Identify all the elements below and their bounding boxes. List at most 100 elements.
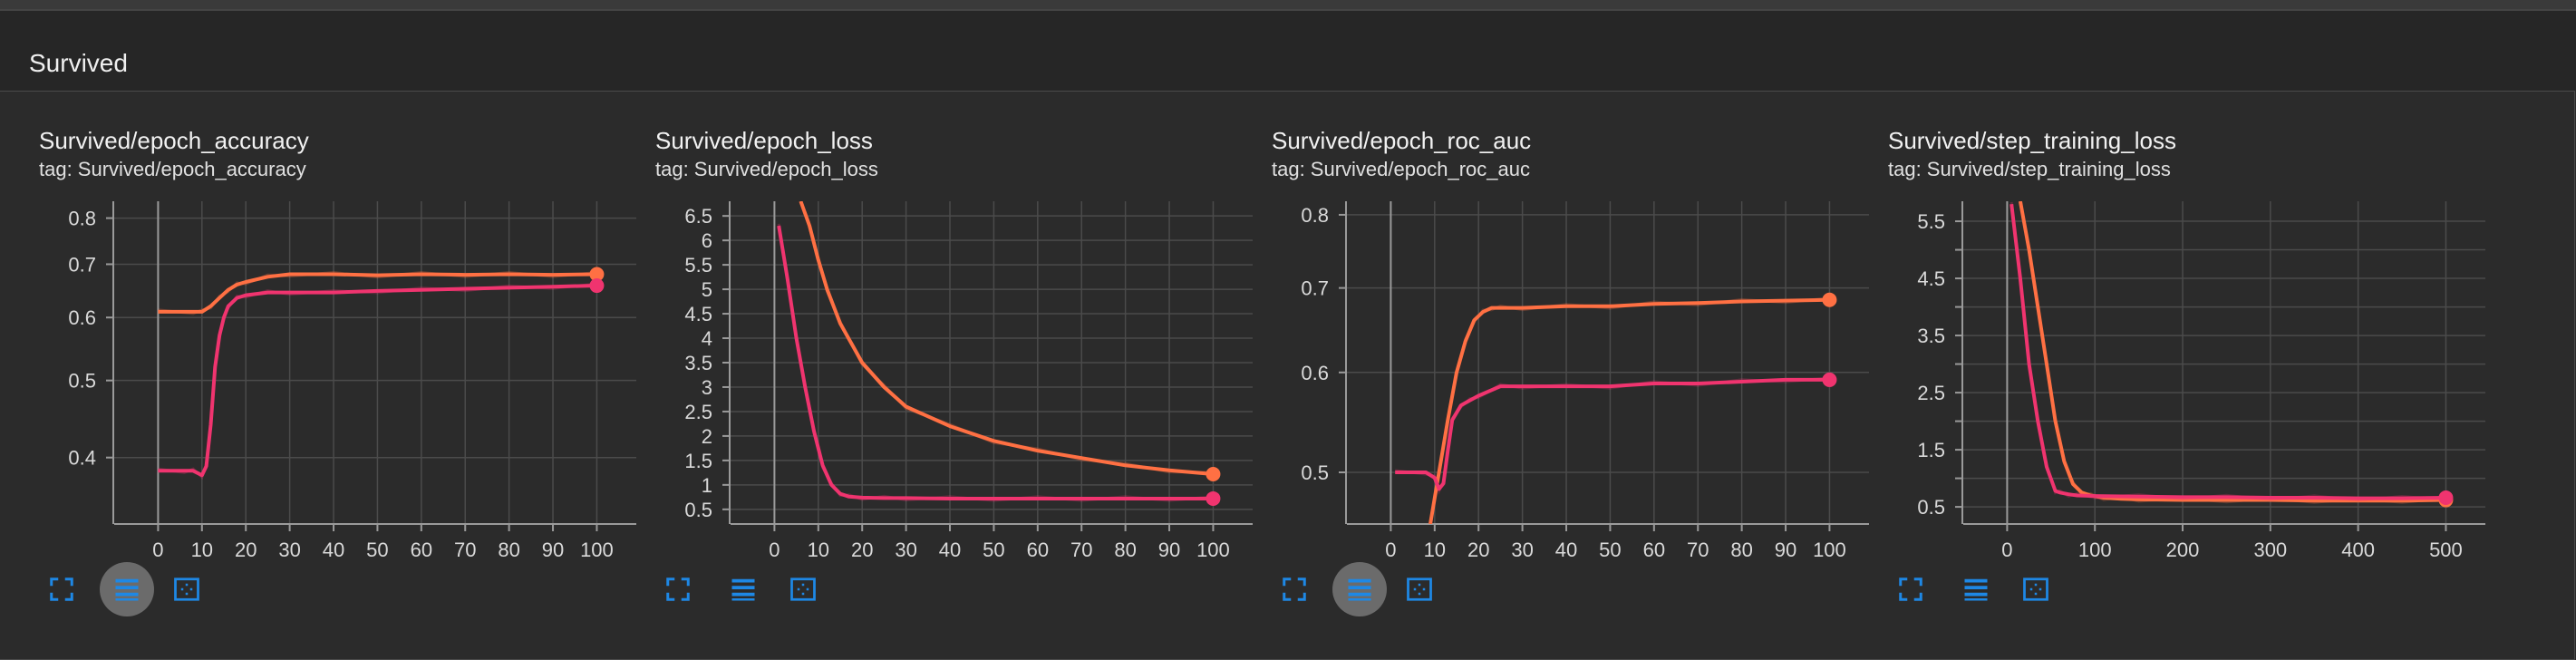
chart-card: Survived/epoch_accuracy tag: Survived/epo… [0, 91, 636, 658]
y-tick-label: 0.5 [1301, 461, 1329, 484]
chart-toolbar [1884, 562, 2101, 626]
y-tick-label: 2 [702, 425, 712, 448]
series-line[interactable] [1428, 297, 1830, 524]
chart-toolbar [34, 562, 252, 626]
series-end-point[interactable] [1206, 466, 1221, 481]
series-end-point[interactable] [2438, 490, 2454, 506]
y-tick-label: 0.4 [68, 447, 96, 470]
x-tick-label: 100 [580, 539, 614, 561]
series-end-point[interactable] [1822, 372, 1837, 387]
x-tick-label: 40 [323, 539, 344, 561]
y-tick-label: 0.7 [68, 253, 96, 276]
toggle-data-selection-button[interactable] [1332, 562, 1387, 616]
series-line[interactable] [2018, 201, 2446, 503]
x-tick-label: 100 [1196, 539, 1230, 561]
card-title: Survived/step_training_loss [1888, 127, 2176, 154]
line-chart[interactable]: 0 10 20 30 40 50 60 70 80 90 100 0.4 0.5 0.6 0.7 0.8 [0, 91, 636, 658]
y-tick-label: 0.6 [68, 306, 96, 329]
card-tag: tag: Survived/epoch_accuracy [39, 158, 306, 180]
series-end-point[interactable] [1206, 490, 1221, 506]
x-tick-label: 20 [235, 539, 257, 561]
data-selection-icon [731, 578, 755, 601]
series-line[interactable] [799, 201, 1214, 476]
chart-card: Survived/step_training_loss tag: Survived… [1849, 91, 2485, 658]
y-tick-label: 6.5 [684, 205, 712, 228]
x-tick-label: 90 [542, 539, 564, 561]
series-end-point[interactable] [589, 267, 605, 282]
fit-domain-button[interactable] [1392, 562, 1447, 616]
x-tick-label: 80 [498, 539, 519, 561]
y-tick-label: 0.8 [1301, 204, 1329, 227]
data-selection-icon [1964, 578, 1988, 601]
x-tick-label: 90 [1158, 539, 1180, 561]
x-tick-label: 30 [895, 539, 916, 561]
series-raw-line [2019, 201, 2446, 504]
section-header[interactable]: Survived [0, 11, 2576, 91]
x-tick-label: 80 [1114, 539, 1136, 561]
series-end-point[interactable] [589, 278, 605, 294]
x-tick-label: 50 [983, 539, 1004, 561]
card-title: Survived/epoch_accuracy [39, 127, 309, 154]
section-frame [0, 91, 2575, 660]
line-chart[interactable]: 0 100 200 300 400 500 0.5 1.5 2.5 3.5 4.5 5.5 [1849, 91, 2485, 658]
y-tick-label: 5.5 [684, 254, 712, 277]
fit-domain-button[interactable] [776, 562, 830, 616]
series-line[interactable] [1395, 377, 1830, 491]
fullscreen-button[interactable] [1884, 562, 1938, 616]
toggle-data-selection-button[interactable] [716, 562, 770, 616]
series-line[interactable] [158, 272, 597, 314]
series-line[interactable] [2009, 203, 2446, 500]
x-tick-label: 50 [366, 539, 388, 561]
y-tick-label: 0.5 [684, 499, 712, 521]
series-end-point[interactable] [1822, 292, 1837, 307]
series-raw-line [1428, 296, 1830, 523]
fullscreen-icon [666, 578, 690, 601]
y-tick-label: 1 [702, 474, 712, 497]
series-raw-line [2009, 201, 2446, 502]
fullscreen-button[interactable] [34, 562, 89, 616]
card-title: Survived/epoch_loss [655, 127, 873, 154]
chart-toolbar [651, 562, 868, 626]
y-tick-label: 3.5 [684, 352, 712, 374]
x-tick-label: 60 [411, 539, 432, 561]
y-tick-label: 4 [702, 327, 712, 350]
data-selection-icon [115, 578, 139, 601]
toggle-data-selection-button[interactable] [1949, 562, 2003, 616]
x-tick-label: 40 [1555, 539, 1577, 561]
line-chart[interactable]: 0 10 20 30 40 50 60 70 80 90 100 0.511.522.533.544.… [616, 91, 1253, 658]
x-tick-label: 0 [2001, 539, 2012, 561]
fullscreen-button[interactable] [1267, 562, 1322, 616]
x-tick-label: 0 [152, 539, 163, 561]
chart-toolbar [1267, 562, 1485, 626]
fit-domain-button[interactable] [160, 562, 214, 616]
chart-card: Survived/epoch_roc_auc tag: Survived/epoc… [1233, 91, 1869, 658]
x-tick-label: 60 [1027, 539, 1049, 561]
y-tick-label: 5 [702, 278, 712, 301]
y-tick-label: 2.5 [684, 401, 712, 423]
series-line[interactable] [158, 284, 597, 478]
fit-domain-icon [1407, 578, 1432, 601]
x-tick-label: 300 [2253, 539, 2287, 561]
y-tick-label: 0.8 [68, 208, 96, 230]
toggle-data-selection-button[interactable] [100, 562, 154, 616]
x-tick-label: 20 [851, 539, 873, 561]
card-title: Survived/epoch_roc_auc [1272, 127, 1532, 154]
line-chart[interactable]: 0 10 20 30 40 50 60 70 80 90 100 0.5 0.6 0.7 0.8 [1233, 91, 1869, 658]
x-tick-label: 10 [808, 539, 829, 561]
fullscreen-button[interactable] [651, 562, 705, 616]
card-tag: tag: Survived/step_training_loss [1888, 158, 2171, 180]
fit-domain-icon [2023, 578, 2048, 601]
y-tick-label: 1.5 [684, 450, 712, 472]
x-tick-label: 30 [278, 539, 300, 561]
x-tick-label: 0 [769, 539, 780, 561]
x-tick-label: 0 [1385, 539, 1396, 561]
fullscreen-icon [50, 578, 73, 601]
series-line[interactable] [777, 225, 1214, 500]
fit-domain-icon [174, 578, 199, 601]
card-tag: tag: Survived/epoch_loss [655, 158, 878, 180]
window-top-bar [0, 0, 2576, 11]
x-tick-label: 80 [1730, 539, 1752, 561]
x-tick-label: 30 [1511, 539, 1533, 561]
x-tick-label: 100 [1813, 539, 1846, 561]
fit-domain-button[interactable] [2009, 562, 2063, 616]
